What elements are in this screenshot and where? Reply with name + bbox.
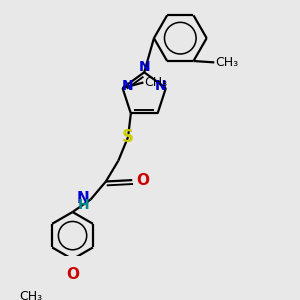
Text: H: H (78, 197, 89, 212)
Text: O: O (137, 172, 150, 188)
Text: CH₃: CH₃ (145, 76, 168, 89)
Text: N: N (155, 79, 167, 93)
Text: S: S (122, 128, 134, 146)
Text: N: N (139, 60, 151, 74)
Text: CH₃: CH₃ (215, 56, 238, 69)
Text: N: N (122, 79, 134, 93)
Text: O: O (66, 267, 79, 282)
Text: CH₃: CH₃ (19, 290, 42, 300)
Text: N: N (76, 191, 89, 206)
